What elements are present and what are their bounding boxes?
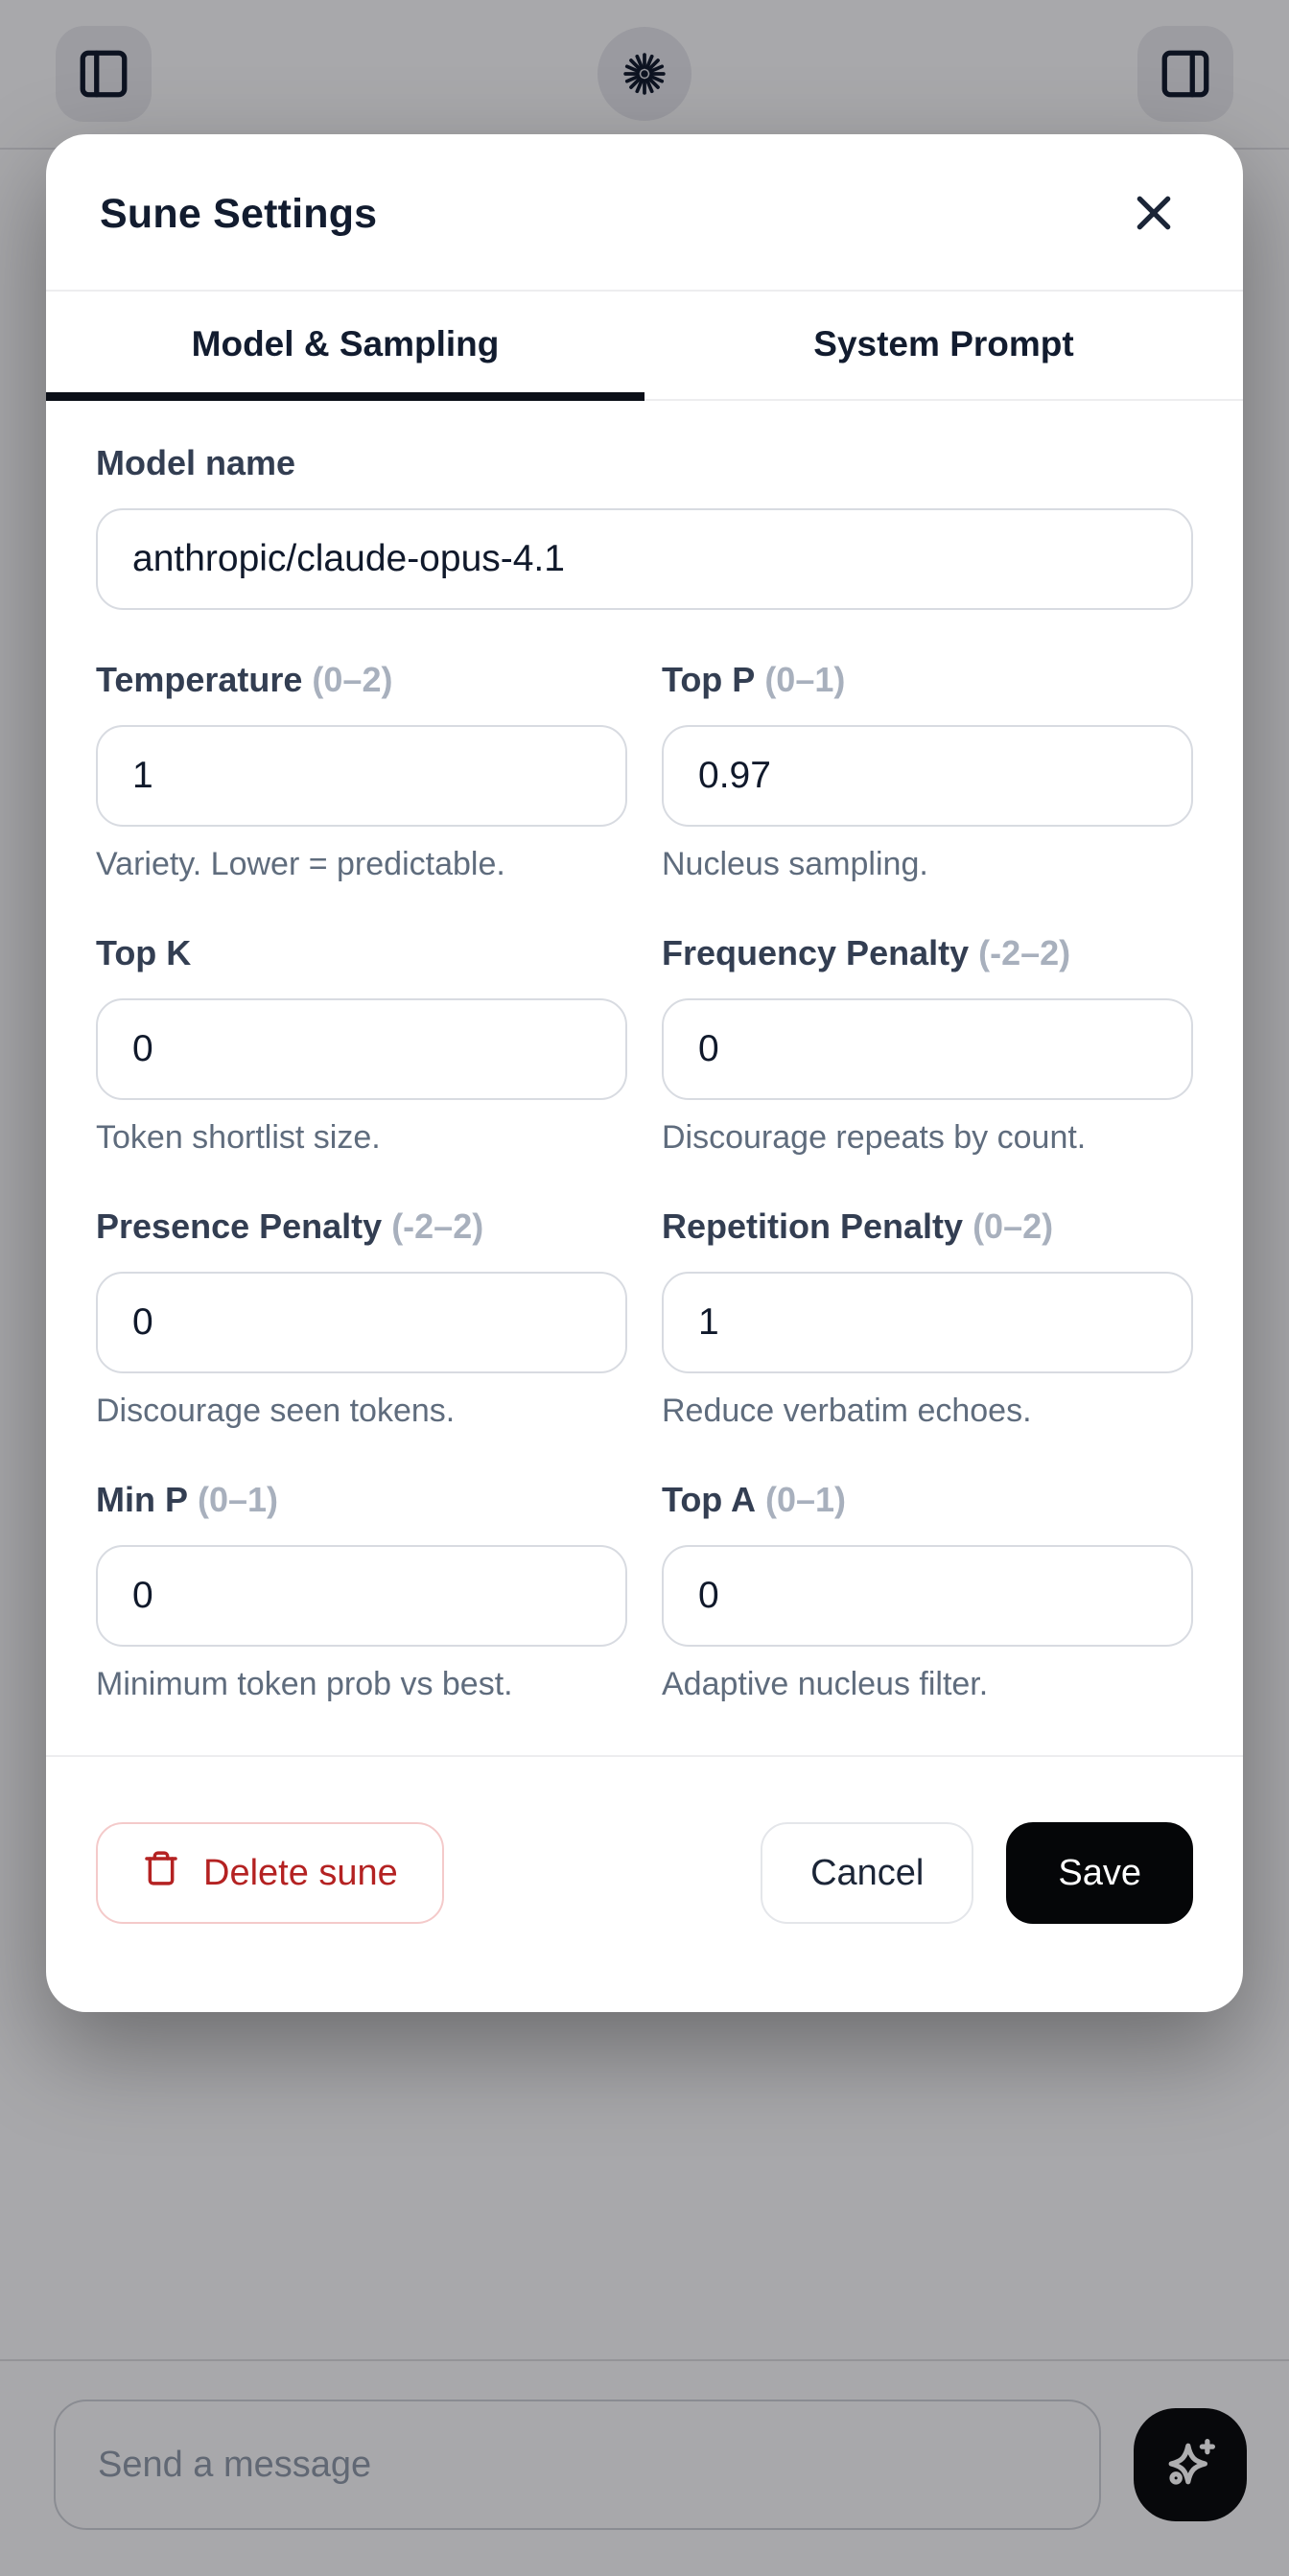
top-k-helper: Token shortlist size. <box>96 1119 381 1156</box>
sune-settings-modal: Sune Settings Model & Sampling System Pro… <box>46 134 1243 2012</box>
top-a-helper: Adaptive nucleus filter. <box>662 1666 989 1702</box>
presence-penalty-helper: Discourage seen tokens. <box>96 1393 456 1429</box>
tab-system-prompt[interactable]: System Prompt <box>644 292 1243 399</box>
repetition-penalty-helper: Reduce verbatim echoes. <box>662 1393 1032 1429</box>
close-icon <box>1128 187 1180 242</box>
sampling-parameters-grid: Temperature(0–2) Variety. Lower = predic… <box>96 660 1193 1703</box>
starburst-icon <box>618 47 671 101</box>
field-top-p: Top P(0–1) Nucleus sampling. <box>662 660 1193 883</box>
repetition-penalty-input[interactable] <box>662 1272 1193 1373</box>
field-top-a: Top A(0–1) Adaptive nucleus filter. <box>662 1480 1193 1703</box>
save-button[interactable]: Save <box>1006 1822 1193 1924</box>
field-frequency-penalty: Frequency Penalty(-2–2) Discourage repea… <box>662 933 1193 1157</box>
sune-avatar-button[interactable] <box>598 27 691 121</box>
temperature-range: (0–2) <box>312 660 393 699</box>
field-model-name: Model name <box>96 443 1193 610</box>
temperature-label: Temperature <box>96 660 303 699</box>
top-p-input[interactable] <box>662 725 1193 827</box>
min-p-label: Min P <box>96 1480 188 1519</box>
field-presence-penalty: Presence Penalty(-2–2) Discourage seen t… <box>96 1206 627 1430</box>
top-a-range: (0–1) <box>764 1480 847 1519</box>
top-k-input[interactable] <box>96 998 627 1100</box>
presence-penalty-label: Presence Penalty <box>96 1206 383 1246</box>
temperature-input[interactable] <box>96 725 627 827</box>
top-p-label: Top P <box>662 660 756 699</box>
frequency-penalty-input[interactable] <box>662 998 1193 1100</box>
footer-actions: Cancel Save <box>761 1822 1193 1924</box>
top-a-label: Top A <box>662 1480 756 1519</box>
modal-tabs: Model & Sampling System Prompt <box>46 292 1243 401</box>
field-repetition-penalty: Repetition Penalty(0–2) Reduce verbatim … <box>662 1206 1193 1430</box>
top-app-bar <box>0 0 1289 150</box>
top-p-range: (0–1) <box>764 660 846 699</box>
repetition-penalty-range: (0–2) <box>973 1206 1054 1246</box>
frequency-penalty-label: Frequency Penalty <box>662 933 970 972</box>
sidebar-toggle-button[interactable] <box>56 26 152 122</box>
min-p-helper: Minimum token prob vs best. <box>96 1666 513 1702</box>
close-button[interactable] <box>1120 180 1187 247</box>
send-sparkle-button[interactable] <box>1134 2408 1247 2521</box>
modal-title: Sune Settings <box>100 190 378 237</box>
field-min-p: Min P (0–1) Minimum token prob vs best. <box>96 1480 627 1703</box>
modal-body: Model name Temperature(0–2) Variety. Low… <box>46 401 1243 1755</box>
delete-sune-button[interactable]: Delete sune <box>96 1822 444 1924</box>
cancel-button[interactable]: Cancel <box>761 1822 974 1924</box>
temperature-helper: Variety. Lower = predictable. <box>96 846 505 882</box>
model-name-input[interactable] <box>96 508 1193 610</box>
top-p-helper: Nucleus sampling. <box>662 846 928 882</box>
min-p-range: (0–1) <box>198 1480 279 1519</box>
top-a-input[interactable] <box>662 1545 1193 1647</box>
trash-icon <box>142 1849 180 1897</box>
panel-left-icon <box>76 46 131 102</box>
delete-sune-label: Delete sune <box>203 1852 398 1893</box>
presence-penalty-range: (-2–2) <box>391 1206 484 1246</box>
frequency-penalty-range: (-2–2) <box>978 933 1071 972</box>
tab-model-sampling[interactable]: Model & Sampling <box>46 292 644 401</box>
min-p-input[interactable] <box>96 1545 627 1647</box>
field-top-k: Top K Token shortlist size. <box>96 933 627 1157</box>
message-input[interactable] <box>54 2400 1101 2530</box>
right-panel-toggle-button[interactable] <box>1137 26 1233 122</box>
top-k-label: Top K <box>96 933 192 972</box>
panel-right-icon <box>1158 46 1213 102</box>
message-composer <box>0 2359 1289 2576</box>
model-name-label: Model name <box>96 443 296 482</box>
field-temperature: Temperature(0–2) Variety. Lower = predic… <box>96 660 627 883</box>
repetition-penalty-label: Repetition Penalty <box>662 1206 964 1246</box>
presence-penalty-input[interactable] <box>96 1272 627 1373</box>
modal-header: Sune Settings <box>46 134 1243 292</box>
sparkles-icon <box>1159 2432 1222 2498</box>
frequency-penalty-helper: Discourage repeats by count. <box>662 1119 1087 1156</box>
modal-footer: Delete sune Cancel Save <box>46 1755 1243 2012</box>
